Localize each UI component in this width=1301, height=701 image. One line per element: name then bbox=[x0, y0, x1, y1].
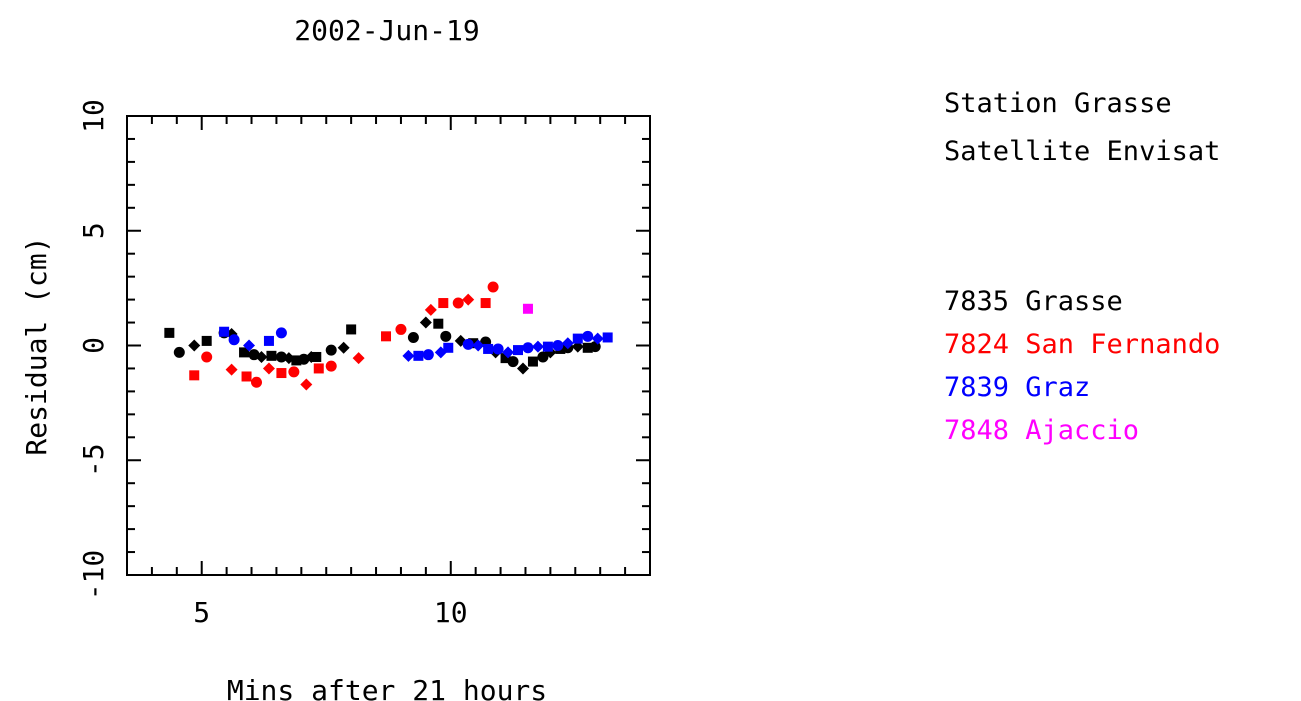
data-point bbox=[201, 335, 212, 346]
data-point bbox=[337, 341, 350, 354]
data-point bbox=[288, 366, 300, 378]
y-tick-label: -5 bbox=[77, 443, 110, 477]
data-point bbox=[522, 303, 533, 314]
data-point bbox=[407, 331, 419, 343]
data-point bbox=[251, 376, 263, 388]
data-point bbox=[419, 316, 432, 329]
data-point bbox=[352, 352, 365, 365]
satellite-label: Satellite Envisat bbox=[944, 136, 1221, 167]
data-point bbox=[395, 323, 407, 335]
chart-title: 2002-Jun-19 bbox=[294, 14, 479, 47]
y-tick-label: 5 bbox=[77, 222, 110, 239]
y-axis-label: Residual (cm) bbox=[20, 236, 53, 455]
data-point bbox=[531, 340, 544, 353]
data-point bbox=[452, 297, 464, 309]
data-point bbox=[164, 327, 175, 338]
data-point bbox=[325, 360, 337, 372]
data-point bbox=[346, 324, 357, 335]
data-point bbox=[325, 344, 337, 356]
data-point bbox=[424, 303, 437, 316]
data-point bbox=[472, 339, 485, 352]
data-point bbox=[571, 340, 584, 353]
data-point bbox=[582, 342, 593, 353]
data-point bbox=[443, 342, 454, 353]
data-point bbox=[462, 338, 474, 350]
legend-item: 7835 Grasse bbox=[944, 286, 1123, 317]
data-point bbox=[422, 349, 434, 361]
x-tick-label: 10 bbox=[434, 596, 468, 629]
station-label: Station Grasse bbox=[944, 88, 1172, 119]
data-point bbox=[243, 339, 256, 352]
data-point bbox=[591, 332, 604, 345]
data-point bbox=[516, 362, 529, 375]
y-tick-label: 0 bbox=[77, 337, 110, 354]
data-point bbox=[483, 343, 494, 354]
data-point bbox=[313, 363, 324, 374]
data-point bbox=[440, 330, 452, 342]
data-point bbox=[413, 350, 424, 361]
data-point bbox=[582, 330, 594, 342]
y-tick-label: -10 bbox=[77, 550, 110, 601]
data-point bbox=[552, 340, 564, 351]
x-tick-label: 5 bbox=[193, 596, 210, 629]
data-point bbox=[225, 363, 238, 376]
data-point bbox=[602, 332, 613, 343]
legend-item: 7824 San Fernando bbox=[944, 329, 1221, 360]
data-point bbox=[262, 362, 275, 375]
data-point bbox=[527, 356, 538, 367]
data-point bbox=[275, 327, 287, 339]
data-point bbox=[542, 341, 553, 352]
data-point bbox=[513, 345, 524, 356]
data-point bbox=[522, 342, 534, 354]
data-point bbox=[487, 281, 499, 293]
data-point bbox=[480, 298, 491, 309]
y-tick-label: 10 bbox=[77, 99, 110, 133]
data-point bbox=[537, 351, 549, 363]
data-point bbox=[228, 334, 240, 346]
data-point bbox=[561, 337, 574, 350]
axis-ticks bbox=[127, 115, 650, 576]
data-point bbox=[275, 351, 287, 363]
data-point bbox=[492, 343, 504, 355]
series-7848-ajaccio bbox=[522, 303, 533, 314]
data-point bbox=[300, 378, 313, 391]
data-point bbox=[189, 370, 200, 381]
series-7824-san-fernando bbox=[189, 281, 499, 391]
axis-tick-labels: 5 10 -10 -5 0 5 10 bbox=[77, 99, 468, 629]
data-point bbox=[255, 350, 268, 363]
legend-item: 7848 Ajaccio bbox=[944, 415, 1140, 446]
data-point bbox=[219, 326, 230, 337]
legend-item: 7839 Graz bbox=[944, 372, 1091, 403]
data-points bbox=[164, 281, 613, 391]
data-point bbox=[266, 350, 277, 361]
x-axis-label: Mins after 21 hours bbox=[227, 674, 547, 701]
data-point bbox=[381, 331, 392, 342]
data-point bbox=[311, 351, 322, 362]
data-point bbox=[201, 351, 213, 363]
data-point bbox=[462, 293, 475, 306]
data-point bbox=[502, 346, 515, 359]
data-point bbox=[402, 349, 415, 362]
data-point bbox=[433, 318, 444, 329]
data-point bbox=[291, 355, 302, 366]
data-point bbox=[276, 368, 287, 379]
data-point bbox=[239, 347, 250, 358]
series-7839-graz bbox=[219, 326, 613, 362]
data-point bbox=[188, 339, 201, 352]
data-point bbox=[507, 356, 519, 368]
data-point bbox=[500, 353, 511, 364]
data-point bbox=[263, 335, 274, 346]
data-point bbox=[438, 298, 449, 309]
data-point bbox=[572, 333, 583, 344]
data-point bbox=[241, 371, 252, 382]
data-point bbox=[173, 346, 185, 358]
